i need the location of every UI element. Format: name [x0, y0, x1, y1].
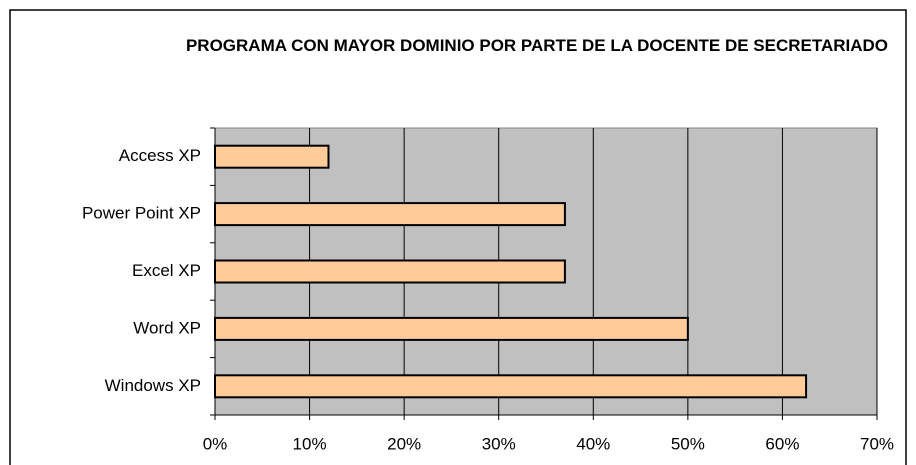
chart-title: PROGRAMA CON MAYOR DOMINIO POR PARTE DE … [185, 36, 889, 55]
bar [214, 316, 689, 341]
x-tick-label: 70% [860, 434, 894, 453]
x-tick-label: 50% [671, 434, 705, 453]
bar [214, 144, 330, 169]
x-tick-label: 20% [387, 434, 421, 453]
y-tick-label: Excel XP [132, 261, 201, 280]
y-tick-label: Windows XP [105, 376, 201, 395]
x-tick-label: 40% [576, 434, 610, 453]
x-tick-label: 0% [203, 434, 228, 453]
y-tick-label: Access XP [119, 146, 201, 165]
bar [214, 374, 808, 399]
y-tick-label: Word XP [133, 318, 201, 337]
bar [214, 202, 566, 227]
x-tick-label: 30% [482, 434, 516, 453]
x-tick-label: 60% [765, 434, 799, 453]
bar [214, 259, 566, 284]
x-tick-label: 10% [293, 434, 327, 453]
y-tick-label: Power Point XP [82, 204, 201, 223]
